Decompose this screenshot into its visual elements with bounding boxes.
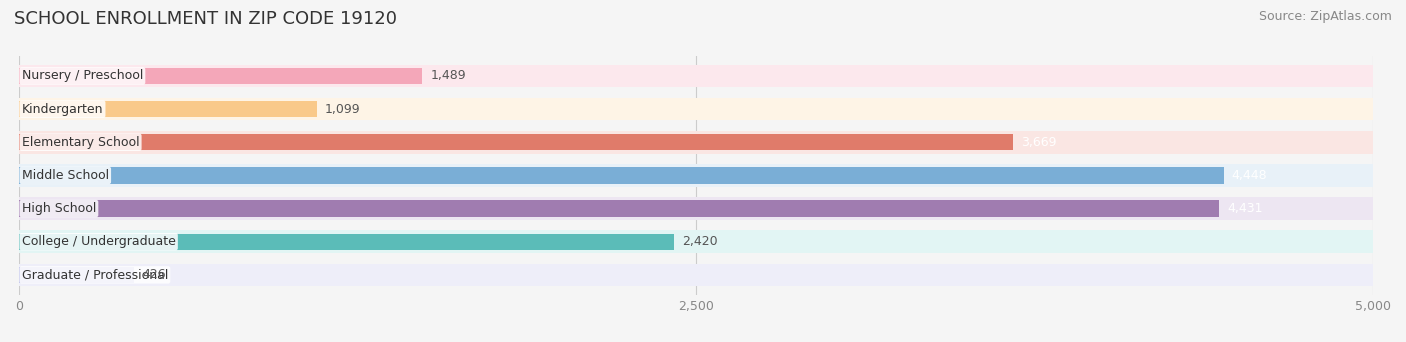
Bar (20, 200, 1219, 217)
Text: High School: High School (21, 202, 96, 215)
Bar (20, 68, 422, 84)
Text: 426: 426 (142, 268, 166, 281)
Bar (20, 234, 675, 250)
Text: Middle School: Middle School (21, 169, 108, 182)
Bar (20, 131, 1374, 154)
Text: 1,489: 1,489 (430, 69, 465, 82)
Text: College / Undergraduate: College / Undergraduate (21, 235, 176, 248)
Bar (20, 65, 1374, 87)
Text: 4,448: 4,448 (1232, 169, 1267, 182)
Text: 4,431: 4,431 (1227, 202, 1263, 215)
Bar (20, 164, 1374, 187)
Text: 2,420: 2,420 (682, 235, 718, 248)
Bar (20, 264, 1374, 286)
Text: SCHOOL ENROLLMENT IN ZIP CODE 19120: SCHOOL ENROLLMENT IN ZIP CODE 19120 (14, 10, 396, 28)
Text: Elementary School: Elementary School (21, 136, 139, 149)
Bar (20, 231, 1374, 253)
Text: Nursery / Preschool: Nursery / Preschool (21, 69, 143, 82)
Text: 1,099: 1,099 (325, 103, 360, 116)
Bar (20, 197, 1374, 220)
Bar (20, 167, 1223, 184)
Bar (20, 267, 135, 283)
Text: 3,669: 3,669 (1021, 136, 1056, 149)
Bar (20, 98, 1374, 120)
Bar (20, 134, 1012, 150)
Bar (20, 101, 316, 117)
Text: Kindergarten: Kindergarten (21, 103, 103, 116)
Text: Source: ZipAtlas.com: Source: ZipAtlas.com (1258, 10, 1392, 23)
Text: Graduate / Professional: Graduate / Professional (21, 268, 169, 281)
